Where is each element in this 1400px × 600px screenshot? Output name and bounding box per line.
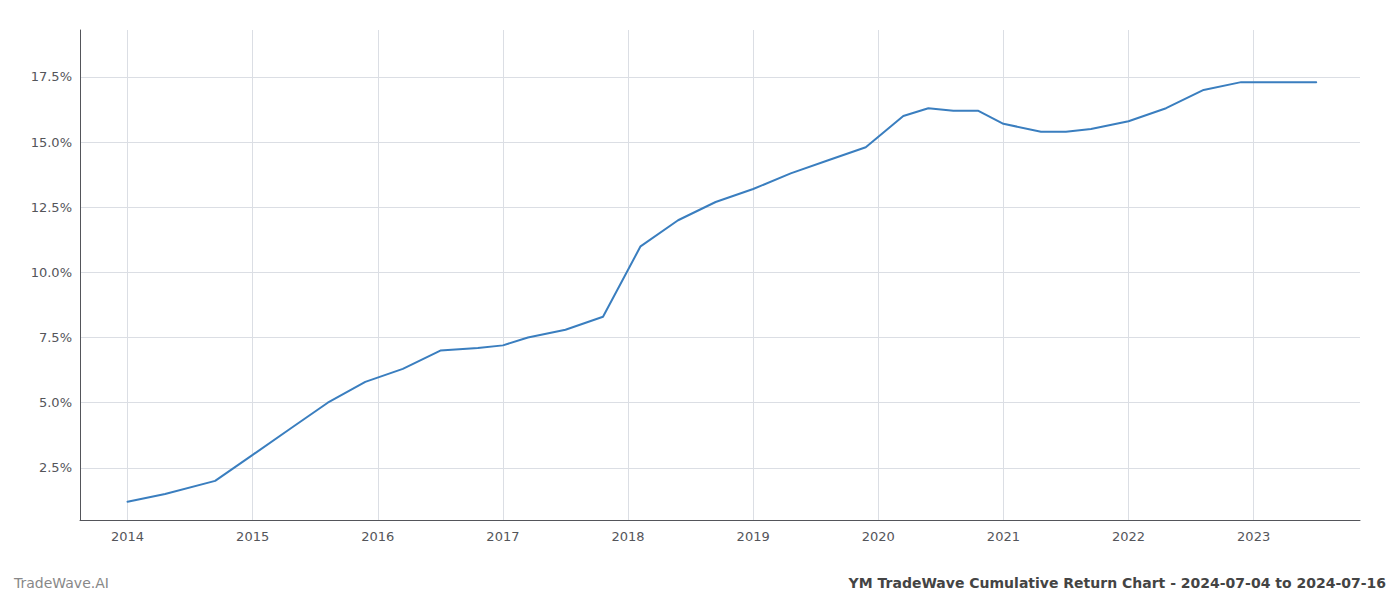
svg-text:2017: 2017 bbox=[486, 529, 519, 544]
svg-text:2019: 2019 bbox=[737, 529, 770, 544]
svg-text:2022: 2022 bbox=[1112, 529, 1145, 544]
svg-text:2023: 2023 bbox=[1237, 529, 1270, 544]
svg-text:17.5%: 17.5% bbox=[31, 69, 72, 84]
svg-text:2016: 2016 bbox=[361, 529, 394, 544]
svg-text:TradeWave.AI: TradeWave.AI bbox=[13, 575, 109, 591]
svg-text:5.0%: 5.0% bbox=[39, 395, 72, 410]
svg-text:2018: 2018 bbox=[611, 529, 644, 544]
svg-text:YM TradeWave Cumulative Return: YM TradeWave Cumulative Return Chart - 2… bbox=[848, 575, 1386, 591]
svg-text:2.5%: 2.5% bbox=[39, 460, 72, 475]
svg-text:7.5%: 7.5% bbox=[39, 330, 72, 345]
svg-text:2014: 2014 bbox=[111, 529, 144, 544]
svg-text:12.5%: 12.5% bbox=[31, 200, 72, 215]
svg-text:2015: 2015 bbox=[236, 529, 269, 544]
svg-text:10.0%: 10.0% bbox=[31, 265, 72, 280]
svg-text:15.0%: 15.0% bbox=[31, 135, 72, 150]
svg-text:2021: 2021 bbox=[987, 529, 1020, 544]
svg-text:2020: 2020 bbox=[862, 529, 895, 544]
